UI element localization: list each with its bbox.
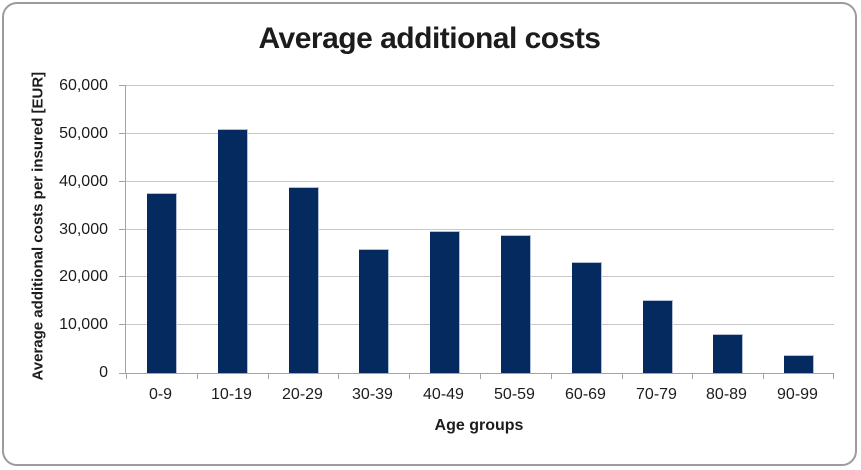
y-axis-tick [119,85,126,86]
y-axis-tick [119,324,126,325]
x-tick-label: 80-89 [706,386,747,403]
bar-0-9 [147,193,177,373]
x-axis-tick [409,373,410,379]
x-axis-tick [763,373,764,379]
y-axis-tick [119,276,126,277]
x-tick-label: 20-29 [282,386,323,403]
x-tick-label: 40-49 [423,386,464,403]
bar-80-89 [713,334,743,373]
x-tick-label: 0-9 [148,386,173,403]
x-axis-tick [692,373,693,379]
x-axis-title: Age groups [434,417,524,434]
y-axis-tick [119,181,126,182]
y-tick-label: 50,000 [59,125,108,142]
y-axis-tick [119,133,126,134]
y-tick-label: 60,000 [59,77,108,94]
x-tick-label: 70-79 [636,386,677,403]
x-axis-tick [622,373,623,379]
x-axis-tick [197,373,198,379]
bar-30-39 [359,249,389,373]
x-axis-tick [833,373,834,379]
y-tick-label: 10,000 [59,316,108,333]
x-axis-tick [268,373,269,379]
gridline [126,324,834,325]
gridline [126,181,834,182]
y-tick-label: 40,000 [59,173,108,190]
gridline [126,276,834,277]
x-tick-label: 50-59 [494,386,535,403]
bar-10-19 [218,129,248,373]
gridline [126,133,834,134]
x-tick-label: 30-39 [352,386,393,403]
y-axis-tick [119,373,126,374]
y-tick-label: 30,000 [59,221,108,238]
chart-title: Average additional costs [258,22,602,55]
y-tick-label: 20,000 [59,268,108,285]
x-tick-label: 60-69 [565,386,606,403]
gridline [126,85,834,86]
bar-70-79 [643,300,673,373]
bar-60-69 [572,262,602,373]
x-axis-tick [338,373,339,379]
y-tick-label: 0 [99,364,108,381]
x-tick-label: 90-99 [777,386,818,403]
bar-20-29 [289,187,319,373]
bar-40-49 [430,231,460,373]
bar-50-59 [501,235,531,373]
x-axis-tick [126,373,127,379]
x-axis-tick [551,373,552,379]
bar-90-99 [784,355,814,373]
x-axis-tick [480,373,481,379]
y-axis-tick [119,229,126,230]
plot-area [119,85,834,379]
gridline [126,229,834,230]
x-tick-label: 10-19 [211,386,252,403]
